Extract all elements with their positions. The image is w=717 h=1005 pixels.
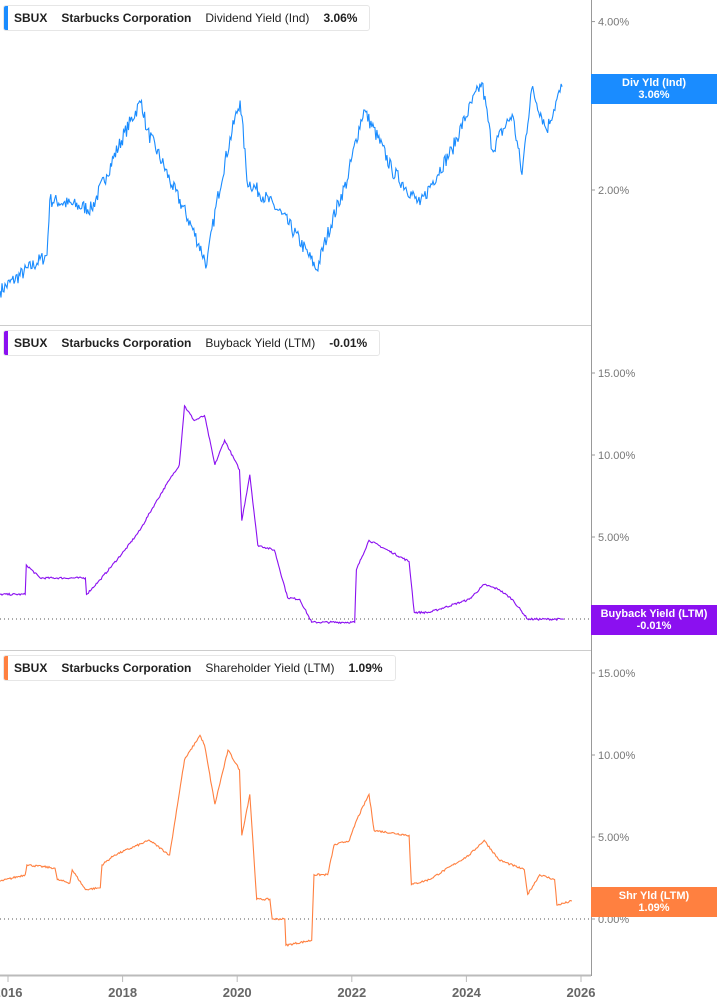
- legend-buyback-yield: SBUX Starbucks Corporation Buyback Yield…: [3, 330, 381, 356]
- legend-metric: Shareholder Yield (LTM): [205, 661, 335, 675]
- current-value-badge-buyback: Buyback Yield (LTM) -0.01%: [591, 605, 717, 635]
- legend-metric: Dividend Yield (Ind): [205, 11, 310, 25]
- badge-value: 3.06%: [638, 89, 670, 101]
- badge-value: 1.09%: [638, 902, 670, 914]
- badge-label: Div Yld (Ind): [622, 77, 686, 89]
- x-tick-label: 2016: [0, 985, 22, 1000]
- y-tick-label: 10.00%: [598, 750, 636, 762]
- x-tick-label: 2020: [223, 985, 252, 1000]
- y-tick-label: 4.00%: [598, 17, 629, 29]
- badge-label: Buyback Yield (LTM): [600, 608, 708, 620]
- series-color-marker: [4, 6, 8, 30]
- y-tick-label: 15.00%: [598, 368, 636, 380]
- y-tick-label: 0.00%: [598, 914, 629, 926]
- series-color-marker: [4, 656, 8, 680]
- legend-company: Starbucks Corporation: [61, 11, 192, 25]
- x-tick-label: 2022: [337, 985, 366, 1000]
- x-tick-label: 2018: [108, 985, 137, 1000]
- legend-shareholder-yield: SBUX Starbucks Corporation Shareholder Y…: [3, 655, 396, 681]
- legend-ticker: SBUX: [14, 661, 48, 675]
- series-color-marker: [4, 331, 8, 355]
- legend-ticker: SBUX: [14, 336, 48, 350]
- legend-value: 3.06%: [323, 11, 358, 25]
- legend-ticker: SBUX: [14, 11, 48, 25]
- x-tick-label: 2026: [567, 985, 596, 1000]
- legend-value: -0.01%: [329, 336, 368, 350]
- legend-metric: Buyback Yield (LTM): [205, 336, 316, 350]
- current-value-badge-dividend: Div Yld (Ind) 3.06%: [591, 74, 717, 104]
- y-tick-label: 5.00%: [598, 532, 629, 544]
- series-line-1: [0, 404, 564, 625]
- y-tick-label: 10.00%: [598, 450, 636, 462]
- x-tick-label: 2024: [452, 985, 482, 1000]
- y-tick-label: 2.00%: [598, 185, 629, 197]
- y-tick-label: 15.00%: [598, 668, 636, 680]
- y-tick-label: 5.00%: [598, 832, 629, 844]
- legend-company: Starbucks Corporation: [61, 336, 192, 350]
- current-value-badge-shareholder: Shr Yld (LTM) 1.09%: [591, 887, 717, 917]
- series-line-0: [0, 81, 563, 298]
- legend-company: Starbucks Corporation: [61, 661, 192, 675]
- badge-label: Shr Yld (LTM): [618, 890, 690, 902]
- series-line-2: [0, 734, 573, 947]
- legend-value: 1.09%: [348, 661, 383, 675]
- badge-value: -0.01%: [636, 620, 672, 632]
- legend-dividend-yield: SBUX Starbucks Corporation Dividend Yiel…: [3, 5, 371, 31]
